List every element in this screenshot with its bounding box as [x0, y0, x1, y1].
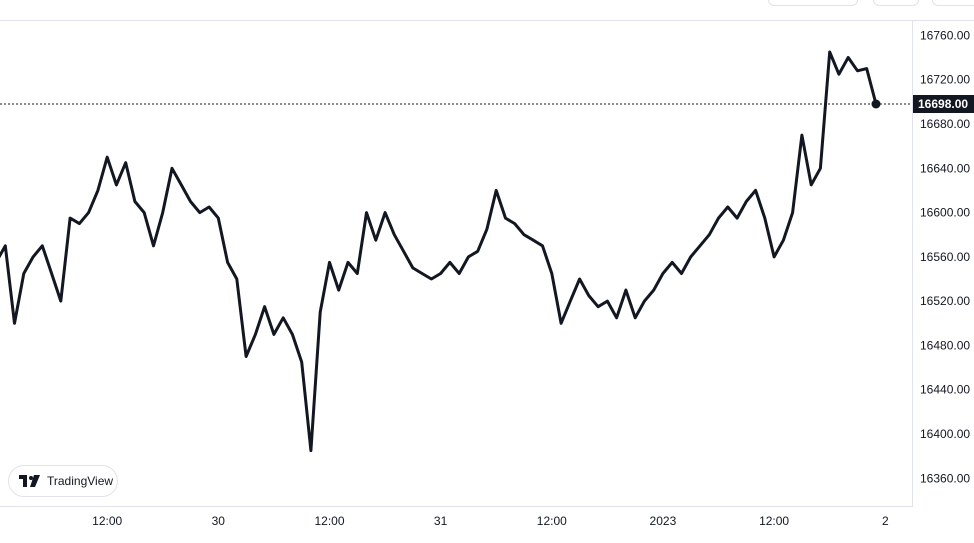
price-tick-label: 16400.00	[920, 427, 970, 441]
price-tick-label: 16760.00	[920, 28, 970, 42]
price-axis[interactable]: 16760.00 16720.00 16680.00 16640.00 16600.00…	[920, 28, 970, 485]
toolbar-button-middle[interactable]	[873, 0, 919, 6]
price-tick-label: 16480.00	[920, 338, 970, 352]
time-tick-label: 2023	[650, 514, 677, 528]
time-tick-label: 2	[882, 514, 889, 528]
time-tick-label: 12:00	[92, 514, 122, 528]
price-tick-label: 16640.00	[920, 161, 970, 175]
price-tick-label: 16720.00	[920, 73, 970, 87]
time-tick-label: 12:00	[314, 514, 344, 528]
last-price-badge-bg	[913, 95, 974, 113]
price-tick-label: 16680.00	[920, 117, 970, 131]
price-tick-label: 16520.00	[920, 294, 970, 308]
price-tick-label: 16600.00	[920, 206, 970, 220]
price-tick-label: 16360.00	[920, 471, 970, 485]
toolbar-button-left[interactable]	[768, 0, 858, 6]
price-tick-label: 16440.00	[920, 383, 970, 397]
price-tick-label: 16560.00	[920, 250, 970, 264]
time-tick-label: 12:00	[759, 514, 789, 528]
time-tick-label: 30	[212, 514, 226, 528]
last-price-badge-label: 16698.00	[918, 97, 968, 111]
tradingview-label: TradingView	[47, 474, 114, 488]
time-tick-label: 12:00	[537, 514, 567, 528]
toolbar-button-right[interactable]	[932, 0, 974, 6]
plot-area[interactable]	[0, 50, 881, 453]
time-tick-label: 31	[434, 514, 448, 528]
last-price-badge: 16698.00	[913, 95, 974, 113]
price-series-line	[0, 50, 878, 453]
tradingview-logo-icon	[19, 475, 40, 487]
tradingview-badge[interactable]: TradingView	[8, 465, 118, 497]
